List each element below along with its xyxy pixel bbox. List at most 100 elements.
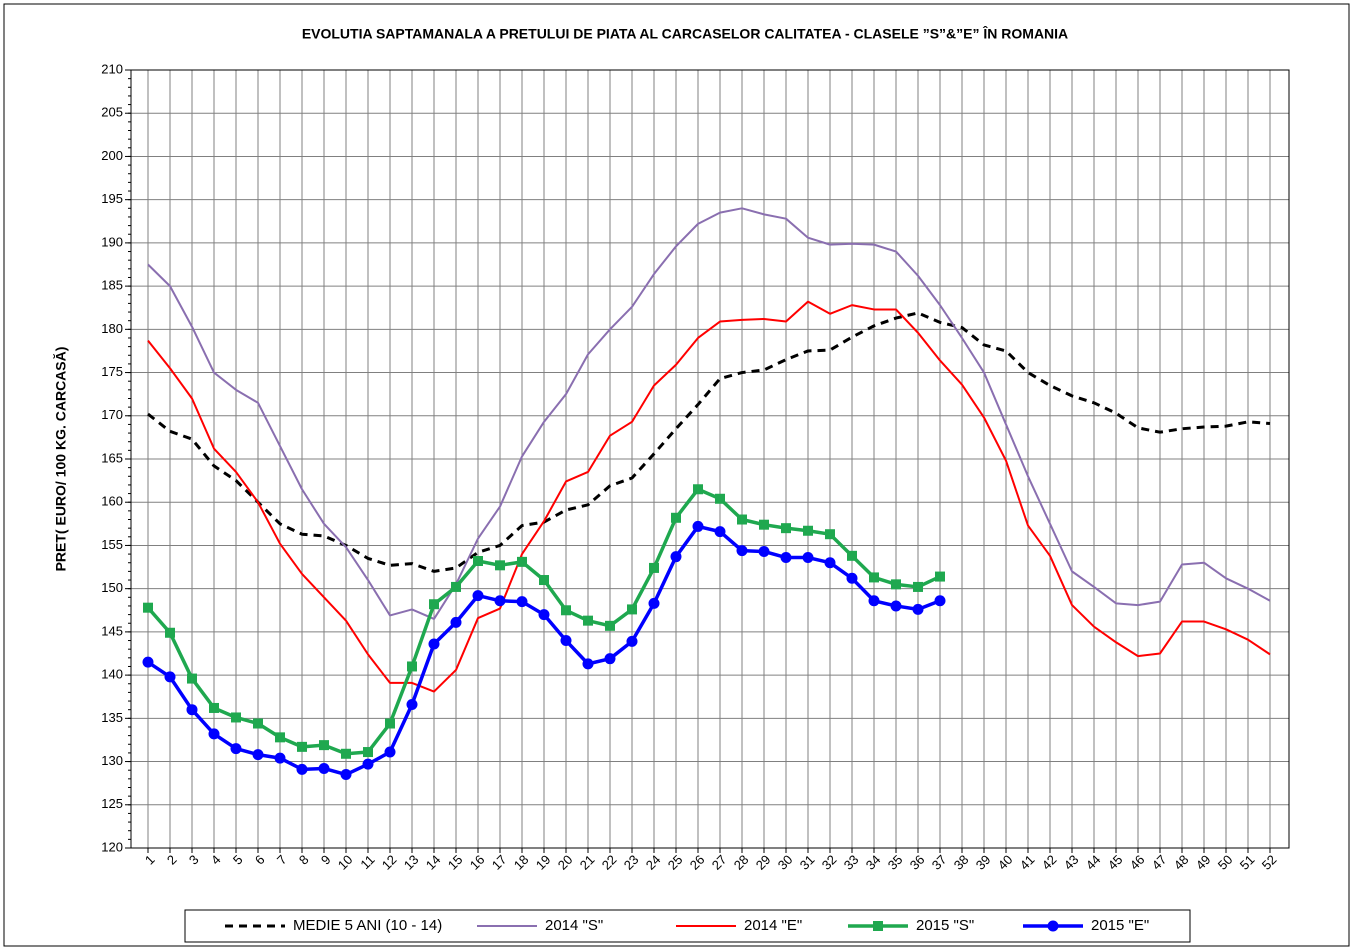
y-tick-label: 200 (101, 148, 123, 163)
data-point (450, 616, 462, 628)
y-tick-label: 170 (101, 407, 123, 422)
y-tick-label: 125 (101, 796, 123, 811)
data-point (824, 557, 836, 569)
data-point (516, 596, 528, 608)
data-point (582, 658, 594, 670)
data-point (274, 752, 286, 764)
data-point (296, 763, 308, 775)
y-tick-label: 160 (101, 494, 123, 509)
data-point (560, 635, 572, 647)
series-line (147, 311, 1271, 573)
data-point (847, 550, 857, 561)
y-tick-label: 180 (101, 321, 123, 336)
data-point (912, 603, 924, 615)
data-point (231, 712, 241, 723)
data-point (891, 579, 901, 590)
data-point (164, 671, 176, 683)
data-point (472, 590, 484, 602)
data-point (648, 597, 660, 609)
data-point (517, 556, 527, 567)
data-point (803, 525, 813, 536)
data-point (384, 746, 396, 758)
data-point (428, 638, 440, 650)
legend-label: 2014 "E" (744, 917, 802, 934)
data-point (253, 718, 263, 729)
y-tick-label: 155 (101, 537, 123, 552)
data-point (473, 556, 483, 567)
data-point (451, 581, 461, 592)
data-point (626, 635, 638, 647)
data-point (671, 512, 681, 523)
data-point (868, 595, 880, 607)
data-point (230, 743, 242, 755)
y-axis-label: PRET( EURO/ 100 KG. CARCASĂ) (53, 347, 69, 572)
data-point (759, 519, 769, 530)
y-tick-label: 140 (101, 667, 123, 682)
data-point (539, 575, 549, 586)
data-point (736, 545, 748, 557)
data-point (407, 661, 417, 672)
legend-label: 2015 "E" (1091, 917, 1149, 934)
series-line (147, 300, 1271, 693)
data-point (583, 615, 593, 626)
data-point (670, 551, 682, 563)
y-tick-label: 130 (101, 753, 123, 768)
data-point (604, 653, 616, 665)
data-point (802, 552, 814, 564)
data-point (825, 529, 835, 540)
y-tick-label: 205 (101, 105, 123, 120)
y-tick-label: 190 (101, 234, 123, 249)
y-tick-label: 145 (101, 623, 123, 638)
data-point (913, 581, 923, 592)
data-point (605, 620, 615, 631)
data-point (781, 523, 791, 534)
legend-label: 2015 "S" (916, 917, 974, 934)
data-point (627, 604, 637, 615)
y-tick-label: 175 (101, 364, 123, 379)
plot-border (130, 69, 1290, 849)
data-point (714, 526, 726, 538)
y-tick-label: 135 (101, 710, 123, 725)
data-point (362, 758, 374, 770)
data-point (758, 545, 770, 557)
data-point (429, 599, 439, 610)
data-point (297, 741, 307, 752)
data-point (275, 732, 285, 743)
legend-marker (873, 921, 883, 931)
chart-title: EVOLUTIA SAPTAMANALA A PRETULUI DE PIATA… (302, 25, 1068, 42)
data-point (208, 728, 220, 740)
data-point (143, 602, 153, 613)
data-point (363, 747, 373, 758)
data-point (341, 748, 351, 759)
data-point (165, 627, 175, 638)
legend-label: 2014 "S" (545, 917, 603, 934)
legend-label: MEDIE 5 ANI (10 - 14) (293, 917, 442, 934)
data-point (187, 673, 197, 684)
data-point (340, 769, 352, 781)
data-point (318, 762, 330, 774)
y-tick-label: 210 (101, 61, 123, 76)
data-point (869, 572, 879, 583)
data-point (780, 552, 792, 564)
data-point (252, 749, 264, 761)
y-tick-label: 120 (101, 839, 123, 854)
data-point (846, 572, 858, 584)
data-point (890, 600, 902, 612)
data-point (935, 571, 945, 582)
data-point (186, 704, 198, 716)
data-point (693, 484, 703, 495)
data-point (385, 718, 395, 729)
data-point (538, 609, 550, 621)
series-line (147, 207, 1271, 620)
data-point (319, 740, 329, 751)
data-point (649, 562, 659, 573)
y-tick-label: 195 (101, 191, 123, 206)
data-point (692, 520, 704, 532)
y-tick-label: 150 (101, 580, 123, 595)
y-tick-label: 185 (101, 278, 123, 293)
data-point (561, 605, 571, 616)
data-point (495, 560, 505, 571)
data-point (737, 514, 747, 525)
data-point (209, 702, 219, 713)
